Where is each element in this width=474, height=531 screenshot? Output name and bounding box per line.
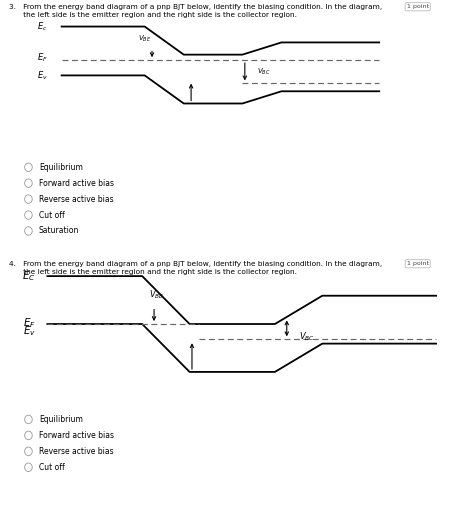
Text: Reverse active bias: Reverse active bias [39,447,113,456]
Text: 4.   From the energy band diagram of a pnp BJT below, identify the biasing condi: 4. From the energy band diagram of a pnp… [9,261,383,267]
Text: Cut off: Cut off [39,463,64,472]
Text: $E_F$: $E_F$ [36,51,47,64]
Text: Equilibrium: Equilibrium [39,415,83,424]
Text: $E_c$: $E_c$ [37,20,47,33]
Text: $E_v$: $E_v$ [36,69,47,82]
Text: Reverse active bias: Reverse active bias [39,195,113,203]
Text: $V_{BE}$: $V_{BE}$ [149,289,164,301]
Circle shape [25,211,32,219]
Text: $E_v$: $E_v$ [23,324,36,338]
Text: $E_F$: $E_F$ [23,316,36,330]
Circle shape [25,415,32,424]
Text: Equilibrium: Equilibrium [39,163,83,172]
Text: Saturation: Saturation [39,227,79,235]
Text: Cut off: Cut off [39,211,64,219]
Text: $V_{BC}$: $V_{BC}$ [257,66,270,77]
Circle shape [25,463,32,472]
Text: 3.   From the energy band diagram of a pnp BJT below, identify the biasing condi: 3. From the energy band diagram of a pnp… [9,4,383,10]
Text: 1 point: 1 point [407,261,428,266]
Circle shape [25,447,32,456]
Circle shape [25,431,32,440]
Text: 1 point: 1 point [407,4,428,9]
Text: the left side is the emitter region and the right side is the collector region.: the left side is the emitter region and … [9,269,298,275]
Text: $V_{BE}$: $V_{BE}$ [138,33,152,44]
Text: Forward active bias: Forward active bias [39,431,114,440]
Text: the left side is the emitter region and the right side is the collector region.: the left side is the emitter region and … [9,12,298,18]
Text: Forward active bias: Forward active bias [39,179,114,187]
Circle shape [25,163,32,172]
Circle shape [25,227,32,235]
Circle shape [25,179,32,187]
Text: $E_C$: $E_C$ [22,269,36,283]
Text: $V_{BC}$: $V_{BC}$ [299,330,314,343]
Circle shape [25,195,32,203]
